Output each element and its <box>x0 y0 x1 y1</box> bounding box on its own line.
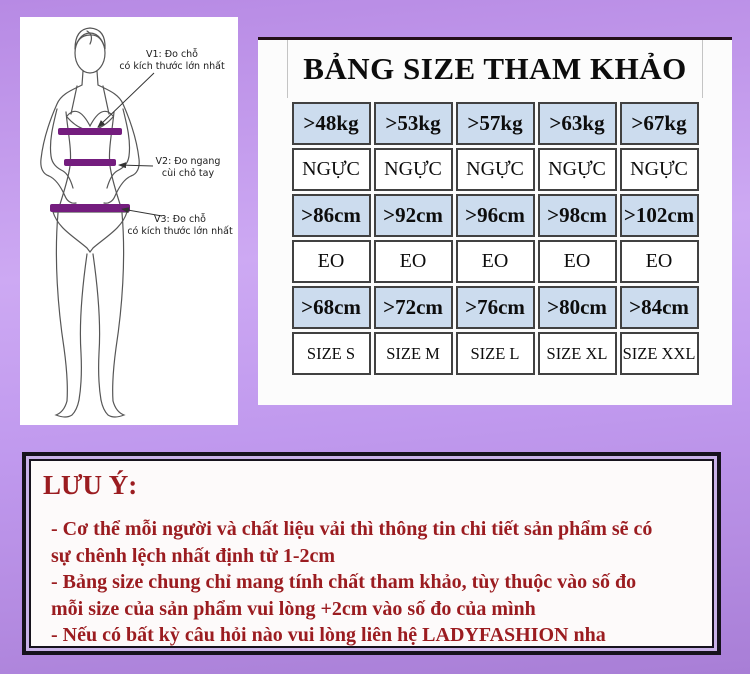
size-cell: EO <box>291 240 371 283</box>
hip-band <box>50 204 130 212</box>
size-table: >48kg >53kg >57kg >63kg >67kg NGỰC NGỰC … <box>289 99 702 378</box>
size-cell: SIZE XL <box>537 332 617 375</box>
size-cell: EO <box>619 240 699 283</box>
callout-arrows <box>97 72 163 217</box>
size-table-panel: BẢNG SIZE THAM KHẢO >48kg >53kg >57kg >6… <box>258 37 732 405</box>
size-cell: NGỰC <box>537 148 617 191</box>
size-cell: >57kg <box>455 102 535 145</box>
note-lines: - Cơ thể mỗi người và chất liệu vải thì … <box>51 516 712 646</box>
size-cell: >68cm <box>291 286 371 329</box>
size-cell: NGỰC <box>291 148 371 191</box>
size-cell: >96cm <box>455 194 535 237</box>
table-row-bust-cm: >86cm >92cm >96cm >98cm >102cm <box>291 194 699 237</box>
size-cell: EO <box>455 240 535 283</box>
size-cell: >98cm <box>537 194 617 237</box>
table-row-waist-cm: >68cm >72cm >76cm >80cm >84cm <box>291 286 699 329</box>
size-cell: >48kg <box>291 102 371 145</box>
v1-label-line2: có kích thước lớn nhất <box>119 61 225 72</box>
v2-label-line2: cùi chỏ tay <box>162 168 215 179</box>
note-line: - Nếu có bất kỳ câu hỏi nào vui lòng liê… <box>51 624 606 646</box>
size-cell: >92cm <box>373 194 453 237</box>
body-measurement-diagram: V1: Đo chỗ có kích thước lớn nhất V2: Đo… <box>40 27 233 418</box>
size-cell: >63kg <box>537 102 617 145</box>
note-line: - Cơ thể mỗi người và chất liệu vải thì … <box>51 518 653 540</box>
v3-arrow <box>121 207 163 217</box>
measurement-diagram-panel: V1: Đo chỗ có kích thước lớn nhất V2: Đo… <box>20 17 238 425</box>
size-table-title: BẢNG SIZE THAM KHẢO <box>287 40 703 98</box>
size-cell: >76cm <box>455 286 535 329</box>
v3-label-line2: có kích thước lớn nhất <box>127 226 233 237</box>
note-line: mỗi size của sản phẩm vui lòng +2cm vào … <box>51 597 536 620</box>
size-cell: SIZE XXL <box>619 332 699 375</box>
size-cell: SIZE S <box>291 332 371 375</box>
note-line: sự chênh lệch nhất định từ 1-2cm <box>51 544 336 567</box>
v1-arrow <box>97 72 155 128</box>
size-cell: SIZE L <box>455 332 535 375</box>
v2-label-line1: V2: Đo ngang <box>156 156 221 167</box>
v3-label-line1: V3: Đo chỗ <box>154 214 206 225</box>
table-row-bust-label: NGỰC NGỰC NGỰC NGỰC NGỰC <box>291 148 699 191</box>
table-row-waist-label: EO EO EO EO EO <box>291 240 699 283</box>
size-cell: >53kg <box>373 102 453 145</box>
v1-label-line1: V1: Đo chỗ <box>146 49 198 60</box>
note-box: LƯU Ý: - Cơ thể mỗi người và chất liệu v… <box>29 459 714 648</box>
size-cell: EO <box>373 240 453 283</box>
size-cell: >102cm <box>619 194 699 237</box>
size-cell: >84cm <box>619 286 699 329</box>
size-cell: SIZE M <box>373 332 453 375</box>
table-row-size: SIZE S SIZE M SIZE L SIZE XL SIZE XXL <box>291 332 699 375</box>
size-cell: >86cm <box>291 194 371 237</box>
waist-band <box>64 159 116 166</box>
body-figure <box>40 27 140 418</box>
v2-arrow <box>118 162 154 169</box>
table-row-weight: >48kg >53kg >57kg >63kg >67kg <box>291 102 699 145</box>
bust-band <box>58 128 122 135</box>
note-heading: LƯU Ý: <box>43 470 138 500</box>
measurement-labels: V1: Đo chỗ có kích thước lớn nhất V2: Đo… <box>119 49 233 237</box>
measurement-bands <box>50 128 130 212</box>
size-cell: NGỰC <box>373 148 453 191</box>
size-cell: NGỰC <box>455 148 535 191</box>
size-cell: EO <box>537 240 617 283</box>
size-cell: >80cm <box>537 286 617 329</box>
size-cell: NGỰC <box>619 148 699 191</box>
note-line: - Bảng size chung chỉ mang tính chất tha… <box>51 571 637 593</box>
size-cell: >67kg <box>619 102 699 145</box>
size-cell: >72cm <box>373 286 453 329</box>
